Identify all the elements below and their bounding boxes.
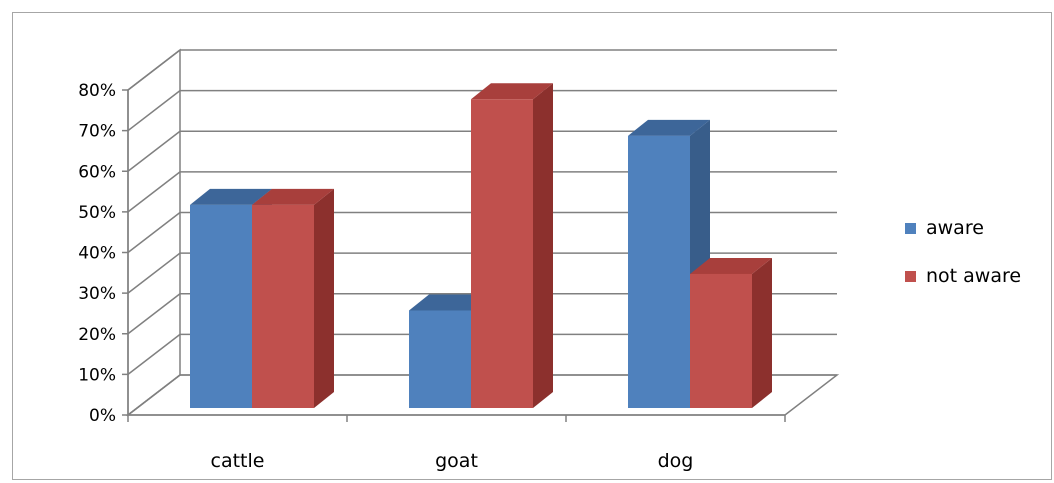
y-tick-label: 20% <box>78 325 116 345</box>
legend-label: not aware <box>926 265 1022 287</box>
y-tick-label: 40% <box>78 244 116 264</box>
bar-top <box>190 188 272 205</box>
legend-swatch <box>905 270 916 282</box>
y-tick-label: 50% <box>78 203 116 223</box>
y-tick-label: 10% <box>78 365 116 385</box>
y-tick-label: 30% <box>78 284 116 304</box>
gridline-side <box>127 171 181 213</box>
gridline-side <box>127 49 181 91</box>
bar-not-aware-dog <box>690 257 772 408</box>
bar-front <box>690 273 752 408</box>
bar-front <box>409 310 471 408</box>
legend-item: not aware <box>905 263 1021 289</box>
bar-front <box>471 99 533 408</box>
gridline-side <box>127 333 181 375</box>
y-tick-label: 60% <box>78 162 116 182</box>
gridline-side <box>127 374 181 416</box>
bar-top <box>690 257 772 274</box>
axes <box>122 89 786 422</box>
bar-side <box>533 83 553 408</box>
gridline-side <box>127 130 181 172</box>
bar-front <box>628 135 690 408</box>
legend-swatch <box>905 222 916 234</box>
gridline-side <box>127 293 181 335</box>
y-tick-labels: 0% 10% 20% 30% 40% 50% 60% 70% 80% <box>78 81 116 426</box>
gridline-side <box>127 211 181 254</box>
gridline-side <box>127 90 181 132</box>
bar-top <box>252 188 334 205</box>
y-tick-label: 0% <box>89 406 116 426</box>
y-tick-label: 80% <box>78 81 116 101</box>
gridline-side <box>127 252 181 294</box>
bar-top <box>471 83 553 100</box>
legend-label: aware <box>926 217 984 239</box>
bar-top <box>628 119 710 136</box>
bar-front <box>190 204 252 408</box>
bar-front <box>252 204 314 408</box>
bar-side <box>314 188 334 408</box>
bars <box>190 83 772 408</box>
x-tick-labels: cattle goat dog <box>211 450 694 472</box>
legend-item: aware <box>905 215 1021 241</box>
bar-not-aware-goat <box>471 83 553 408</box>
bar-top <box>409 294 491 311</box>
bar-not-aware-cattle <box>252 188 334 408</box>
x-tick-label: cattle <box>211 450 265 472</box>
x-tick-label: goat <box>435 450 478 472</box>
x-tick-label: dog <box>658 450 694 472</box>
bar-side <box>752 257 772 408</box>
legend: aware not aware <box>905 215 1021 311</box>
y-tick-label: 70% <box>78 122 116 142</box>
